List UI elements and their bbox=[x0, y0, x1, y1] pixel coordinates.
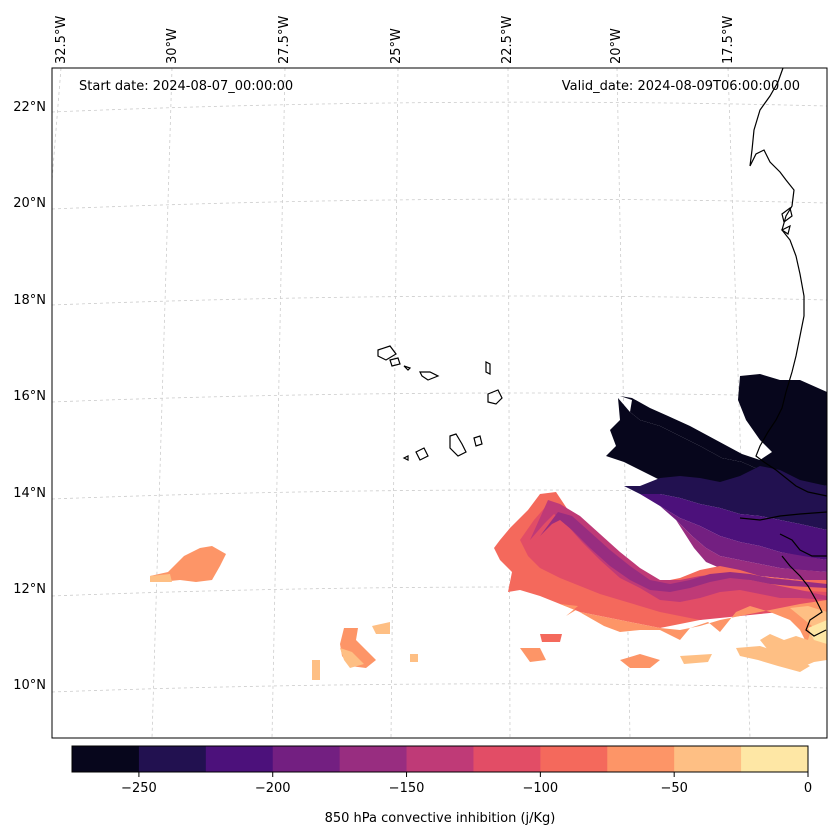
island-fogo bbox=[415, 447, 429, 461]
island-boa-vista bbox=[487, 389, 503, 405]
lat-label-22n: 22°N bbox=[13, 100, 46, 115]
gridline-22-5w bbox=[507, 67, 511, 739]
island-santa-luzia bbox=[403, 365, 412, 371]
colorbar-tick-label: −100 bbox=[523, 781, 559, 796]
lat-label-18n: 18°N bbox=[13, 293, 46, 308]
border-guinea-bissau bbox=[779, 533, 827, 557]
lon-label-25w: 25°W bbox=[389, 28, 404, 64]
gridline-32-5w bbox=[51, 67, 62, 181]
colorbar-frame bbox=[71, 745, 809, 773]
border-gambia-north bbox=[739, 511, 828, 521]
lon-label-20w: 20°W bbox=[609, 28, 624, 64]
bissau-coast bbox=[781, 555, 827, 637]
gridline-12n bbox=[51, 586, 828, 597]
colorbar-swatch bbox=[339, 746, 408, 772]
lon-labels: 32.5°W 30°W 27.5°W 25°W 22.5°W 20°W 17.5… bbox=[54, 16, 736, 64]
colorbar-tick-label: −50 bbox=[660, 781, 687, 796]
lon-label-30w: 30°W bbox=[165, 28, 180, 64]
coast-detail bbox=[781, 206, 793, 224]
island-maio bbox=[473, 435, 483, 447]
colorbar-swatch bbox=[205, 746, 274, 772]
colorbar-swatch bbox=[607, 746, 675, 772]
colorbar-swatch bbox=[138, 746, 207, 772]
gridline-20n bbox=[51, 198, 828, 210]
gridline-22n bbox=[51, 101, 828, 113]
colorbar-swatch bbox=[272, 746, 341, 772]
lat-label-14n: 14°N bbox=[13, 486, 46, 501]
gridline-16n bbox=[51, 392, 828, 403]
colorbar-tick-label: −150 bbox=[389, 781, 425, 796]
gridline-10n bbox=[51, 683, 828, 693]
colorbar-ticks: −250 −200 −150 −100 −50 0 bbox=[121, 772, 812, 796]
colorbar: −250 −200 −150 −100 −50 0 850 hPa convective … bbox=[71, 745, 812, 826]
start-date-label: Start date: 2024-08-07_00:00:00 bbox=[79, 79, 293, 94]
coastlines bbox=[377, 67, 828, 637]
african-coastline bbox=[749, 67, 828, 497]
island-santiago bbox=[449, 433, 467, 457]
lon-label-27-5w: 27.5°W bbox=[277, 16, 292, 64]
colorbar-tick-label: 0 bbox=[804, 781, 812, 796]
island-santo-antao bbox=[377, 345, 397, 361]
gridline-25w bbox=[390, 67, 399, 739]
lat-label-20n: 20°N bbox=[13, 196, 46, 211]
lat-label-16n: 16°N bbox=[13, 389, 46, 404]
gridline-17-5w bbox=[727, 67, 751, 739]
gridline-18n bbox=[51, 295, 828, 306]
island-brava bbox=[402, 455, 409, 461]
colorbar-tick-label: −250 bbox=[121, 781, 157, 796]
lon-label-32-5w: 32.5°W bbox=[54, 16, 69, 64]
colorbar-swatch bbox=[741, 746, 809, 772]
valid-date-label: Valid_date: 2024-08-09T06:00:00.00 bbox=[562, 79, 800, 94]
colorbar-swatch bbox=[473, 746, 541, 772]
colorbar-swatch bbox=[674, 746, 742, 772]
colorbar-swatch bbox=[72, 746, 140, 772]
colorbar-swatches bbox=[72, 746, 809, 772]
island-sal bbox=[485, 361, 491, 375]
gridline-14n bbox=[51, 489, 828, 500]
coast-detail-2 bbox=[780, 224, 791, 235]
island-sao-nicolau bbox=[419, 371, 440, 381]
cin-contours bbox=[150, 374, 827, 680]
island-sao-vicente bbox=[389, 357, 401, 367]
lat-label-12n: 12°N bbox=[13, 582, 46, 597]
colorbar-label: 850 hPa convective inhibition (j/Kg) bbox=[325, 811, 556, 826]
map-area bbox=[52, 68, 827, 738]
lon-label-22-5w: 22.5°W bbox=[500, 16, 515, 64]
gridline-30w bbox=[151, 67, 173, 739]
colorbar-tick-label: −200 bbox=[255, 781, 291, 796]
colorbar-swatch bbox=[540, 746, 608, 772]
lat-label-10n: 10°N bbox=[13, 678, 46, 693]
colorbar-swatch bbox=[406, 746, 474, 772]
map-border bbox=[51, 67, 828, 739]
lon-label-17-5w: 17.5°W bbox=[721, 16, 736, 64]
lat-labels: 22°N 20°N 18°N 16°N 14°N 12°N 10°N bbox=[13, 100, 46, 693]
gridline-27-5w bbox=[271, 67, 286, 739]
